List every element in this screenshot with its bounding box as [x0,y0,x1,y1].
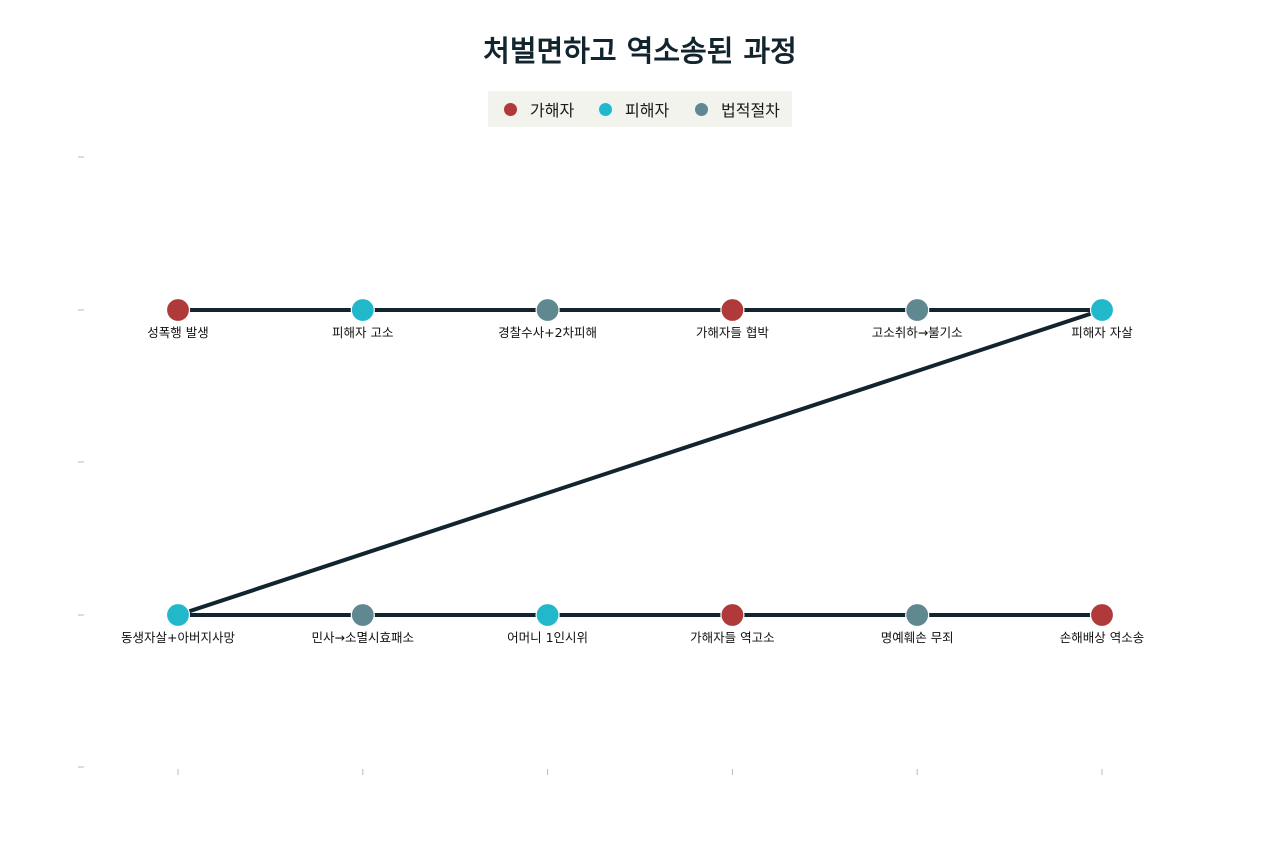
timeline-label-12: 손해배상 역소송 [1060,630,1144,645]
timeline-node-9 [535,602,560,628]
timeline-label-3: 경찰수사+2차피해 [498,325,597,340]
timeline-label-8: 민사→소멸시효패소 [312,630,414,645]
legend-item-victim: 피해자 [598,91,669,127]
chart-title: 처벌면하고 역소송된 과정 [483,34,797,68]
timeline-label-9: 어머니 1인시위 [507,630,588,645]
timeline-node-10 [720,602,745,628]
timeline-path [176,308,1104,617]
timeline-label-11: 명예훼손 무죄 [881,630,954,645]
legend-item-perpetrator: 가해자 [503,91,574,127]
timeline-label-4: 가해자들 협박 [696,325,769,340]
timeline-node-1 [165,297,191,323]
legend-label-victim: 피해자 [625,101,670,120]
timeline-node-3 [535,297,560,323]
timeline-node-5 [905,297,930,323]
timeline-label-5: 고소취하→불기소 [872,325,963,340]
timeline-node-11 [905,602,930,628]
legend-swatch-legal [694,101,709,117]
timeline-label-2: 피해자 고소 [332,325,393,340]
timeline-node-8 [350,602,375,628]
legend-item-legal: 법적절차 [694,91,780,127]
legend-swatch-victim [598,101,613,117]
timeline-node-7 [165,602,191,628]
timeline-node-4 [720,297,745,323]
legend-label-legal: 법적절차 [721,101,780,120]
timeline-node-6 [1089,297,1115,323]
timeline-label-6: 피해자 자살 [1071,325,1133,340]
timeline-label-7: 동생자살+아버지사망 [121,630,235,645]
legend-label-perpetrator: 가해자 [530,101,575,120]
timeline-label-10: 가해자들 역고소 [690,630,774,645]
legend: 가해자 피해자 법적절차 [488,91,792,127]
timeline-node-12 [1089,602,1115,628]
timeline-node-2 [350,297,375,323]
legend-swatch-perpetrator [503,101,518,117]
timeline-label-1: 성폭행 발생 [147,325,208,340]
